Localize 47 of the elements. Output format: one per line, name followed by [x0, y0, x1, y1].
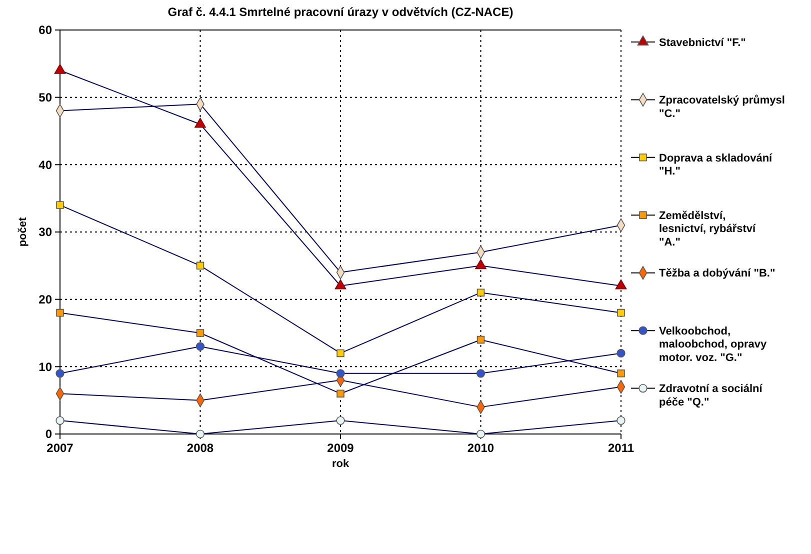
- legend-label: Velkoobchod, maloobchod, opravy motor. voz. "G.": [659, 325, 768, 364]
- x-axis-title: rok: [332, 458, 350, 470]
- point: [56, 416, 64, 425]
- point: [194, 118, 206, 128]
- y-tick-label: 10: [38, 360, 52, 374]
- y-tick-label: 60: [38, 23, 52, 38]
- point: [196, 430, 205, 438]
- point: [476, 430, 486, 438]
- point: [475, 259, 486, 270]
- point: [196, 329, 204, 337]
- x-tick-label: 2010: [467, 441, 494, 455]
- point: [617, 370, 625, 378]
- chart-title: Graf č. 4.4.1 Smrtelné pracovní úrazy v odvětvích (CZ-NACE): [168, 5, 514, 19]
- y-tick-label: 20: [38, 292, 52, 307]
- y-tick-label: 0: [45, 427, 52, 442]
- legend-label: Doprava a skladování "H.": [659, 152, 774, 178]
- point: [617, 308, 625, 317]
- legend-label: Zpracovatelský průmysl "C.": [659, 94, 785, 120]
- point: [56, 201, 64, 209]
- point: [336, 369, 345, 378]
- y-axis-title: počet: [17, 217, 29, 247]
- point: [56, 308, 64, 317]
- legend-label: Zdravotní a sociální péče "Q.": [659, 383, 764, 408]
- point: [476, 369, 486, 378]
- legend-label: Zemědělství, lesnictví, rybářství "A.": [659, 210, 757, 248]
- x-tick-label: 2007: [46, 441, 74, 455]
- point: [476, 288, 485, 296]
- point: [336, 390, 344, 398]
- y-tick-label: 30: [38, 225, 52, 240]
- point: [476, 336, 485, 344]
- point: [196, 342, 205, 351]
- x-tick-label: 2008: [186, 441, 214, 455]
- point: [54, 64, 66, 74]
- point: [615, 279, 627, 290]
- point: [196, 262, 204, 270]
- point: [616, 416, 626, 425]
- point: [336, 416, 345, 425]
- y-tick-label: 40: [38, 158, 52, 172]
- point: [336, 349, 344, 358]
- point: [56, 369, 64, 378]
- x-tick-label: 2011: [608, 441, 634, 455]
- legend-label: Stavebnictví "F.": [659, 36, 746, 49]
- point: [334, 279, 346, 290]
- y-tick-label: 50: [38, 90, 52, 105]
- point: [616, 348, 626, 358]
- legend-label: Těžba a dobývání "B.": [659, 268, 776, 280]
- x-tick-label: 2009: [327, 441, 354, 455]
